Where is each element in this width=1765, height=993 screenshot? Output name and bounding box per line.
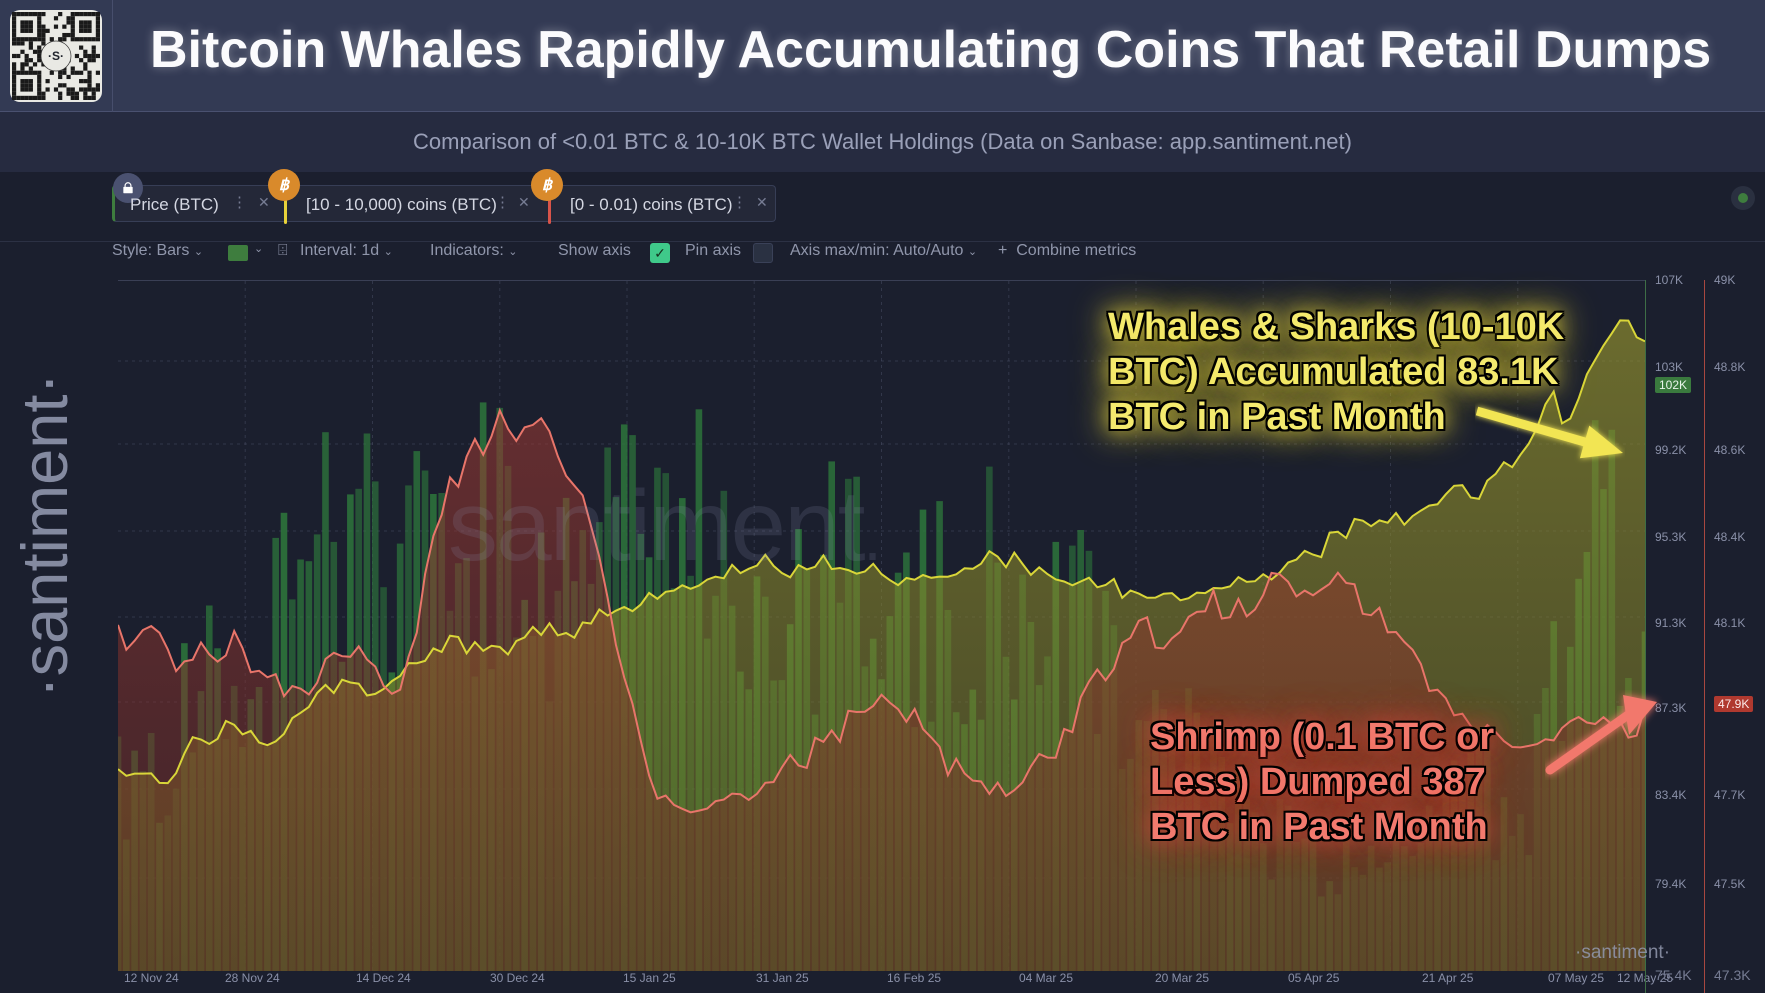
svg-text:·S·: ·S· (48, 49, 64, 63)
